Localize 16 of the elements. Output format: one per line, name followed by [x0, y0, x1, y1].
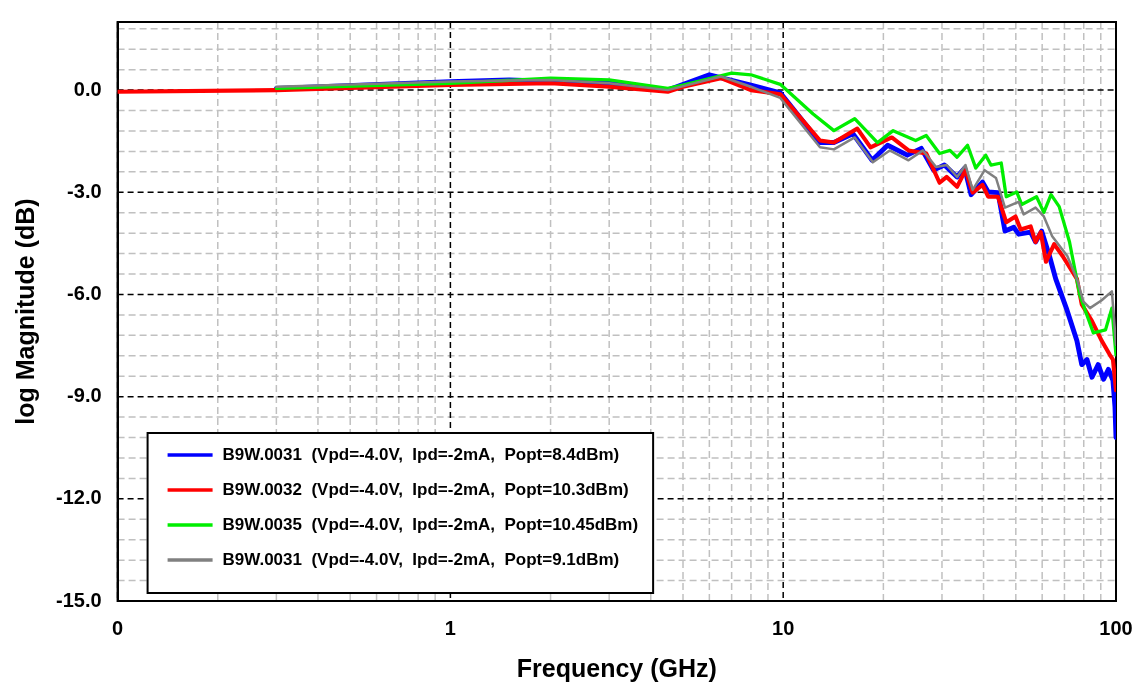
x-tick-label: 10 [772, 616, 795, 639]
y-tick-label: -15.0 [55, 588, 102, 611]
legend-label: B9W.0035 (Vpd=-4.0V, Ipd=-2mA, Popt=10.45dBm) [222, 514, 639, 534]
legend-label: B9W.0031 (Vpd=-4.0V, Ipd=-2mA, Popt=9.1dBm) [222, 549, 620, 569]
y-axis-title: log Magnitude (dB) [10, 198, 39, 425]
x-tick-label: 1 [444, 616, 456, 639]
y-tick-label: -6.0 [67, 281, 102, 304]
legend-label: B9W.0031 (Vpd=-4.0V, Ipd=-2mA, Popt=8.4dBm) [222, 444, 620, 464]
x-tick-label: 100 [1099, 616, 1133, 639]
y-tick-label: -9.0 [67, 384, 102, 407]
x-tick-label: 0 [112, 616, 124, 639]
x-axis-title: Frequency (GHz) [516, 653, 717, 682]
y-tick-label: -12.0 [55, 486, 102, 509]
y-tick-label: -3.0 [67, 179, 102, 202]
legend-label: B9W.0032 (Vpd=-4.0V, Ipd=-2mA, Popt=10.3dBm) [222, 479, 629, 499]
y-tick-label: 0.0 [73, 77, 102, 100]
